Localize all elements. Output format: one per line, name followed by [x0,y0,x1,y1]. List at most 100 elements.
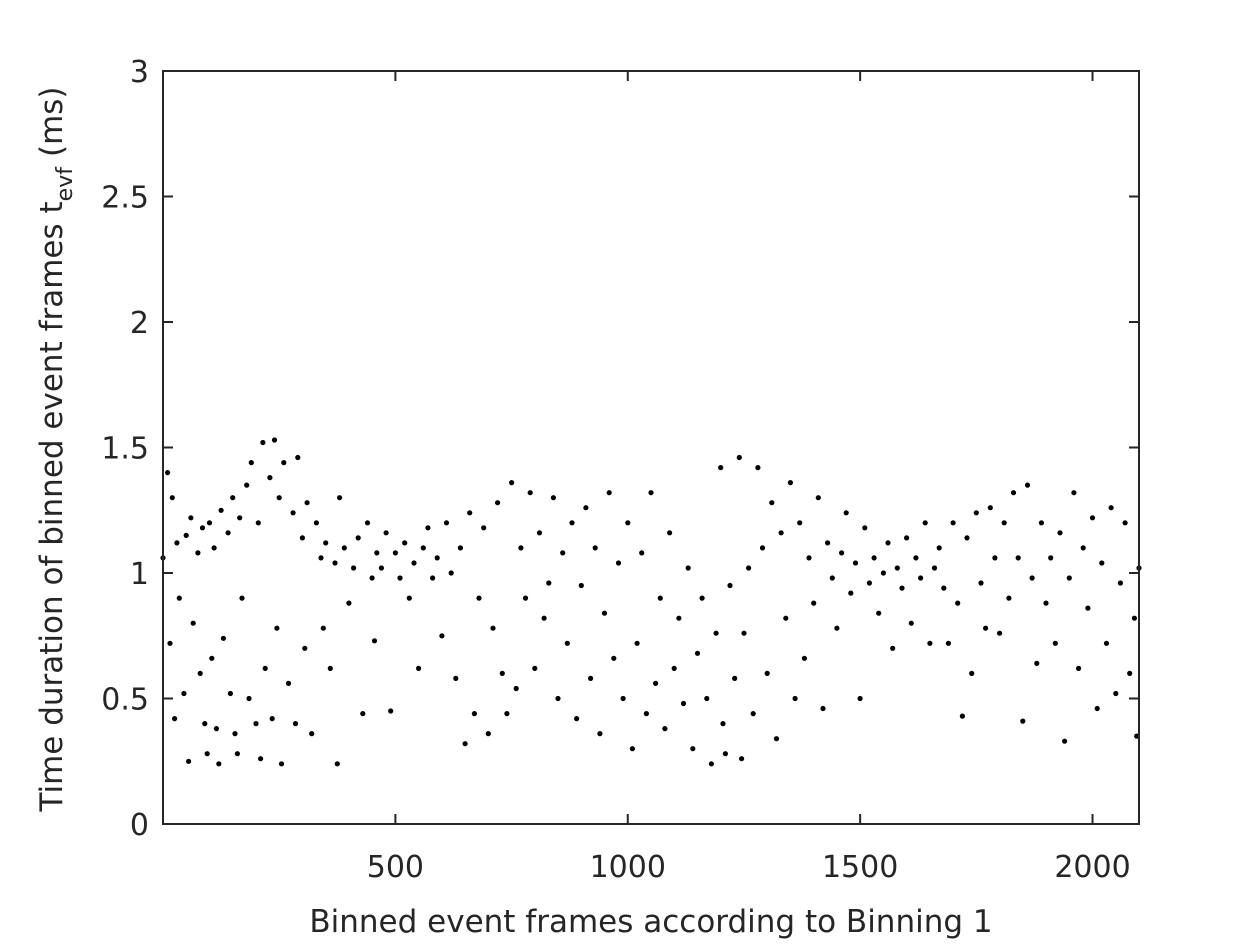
data-point [402,540,408,546]
data-point [620,695,626,702]
data-point [922,520,928,526]
data-point [941,585,947,591]
data-point [462,741,468,747]
data-point [611,655,617,661]
data-point [871,555,877,561]
data-point [1076,665,1082,672]
data-point [899,585,905,591]
data-point [334,761,340,767]
data-point [546,580,552,586]
data-point [211,545,217,551]
data-point [227,690,233,697]
data-point [369,575,375,581]
data-point [186,758,192,764]
data-point [209,655,215,661]
data-point [1094,705,1100,712]
data-point [629,746,636,752]
data-point [174,540,180,546]
data-point [685,565,691,571]
data-point [662,726,668,732]
data-point [560,550,566,556]
data-point [1127,670,1133,677]
data-point [564,640,570,646]
data-point [281,460,287,466]
data-point [518,545,524,551]
data-point [504,711,510,717]
data-point [880,570,887,576]
data-point [269,716,275,722]
data-point [987,505,993,511]
data-point [936,545,942,551]
data-point [820,705,826,712]
data-point [1020,718,1026,724]
data-point [190,620,196,626]
data-point [950,520,956,526]
data-point [541,615,547,621]
data-point [885,540,891,546]
data-point [741,630,747,636]
data-point [364,520,371,526]
data-point [848,590,854,596]
data-point [197,670,203,677]
data-point [232,731,238,737]
data-point [574,716,580,722]
data-point [806,555,812,561]
data-point [792,695,798,702]
x-tick-label: 1500 [822,850,898,885]
data-point [411,560,417,566]
data-point [318,555,324,561]
x-tick-label: 1000 [590,850,666,885]
data-point [843,510,849,516]
data-point [653,680,659,687]
data-point [1080,545,1086,551]
plot-background [163,71,1139,824]
data-point [1113,690,1119,697]
data-point [181,690,187,697]
data-point [416,665,422,672]
data-point [667,530,673,536]
data-point [876,610,882,616]
data-point [195,550,201,556]
data-point [964,535,970,541]
data-point [302,645,308,651]
data-point [704,695,710,702]
data-point [167,640,173,646]
data-point [1117,580,1123,586]
data-point [1034,660,1040,667]
data-point [959,713,966,719]
data-point [801,655,808,661]
data-point [188,515,194,521]
data-point [1122,520,1128,526]
data-point [234,751,240,757]
data-point [597,731,603,737]
data-point [927,640,933,646]
data-point [722,751,729,757]
data-point [383,530,389,536]
data-point [890,645,896,651]
data-point [309,731,315,737]
data-point [260,439,266,446]
data-point [969,670,975,677]
data-point [351,565,357,571]
data-point [773,736,780,742]
data-point [1010,490,1017,496]
x-axis-ticks: 500 1000 1500 2000 [367,71,1131,885]
data-point [1029,575,1035,581]
data-point [713,630,719,636]
data-point [239,595,245,601]
data-point [439,633,445,639]
data-point [313,520,319,526]
data-point [253,721,259,727]
y-axis-label-main: Time duration of binned event frames t [34,201,70,812]
data-point [172,716,178,722]
data-point [690,746,696,752]
data-point [736,454,742,461]
data-point [1048,555,1054,561]
data-point [490,625,496,631]
data-point [750,711,756,717]
data-point [213,726,219,732]
x-axis-label: Binned event frames according to Binning… [309,904,992,940]
data-point [434,555,440,561]
data-point [778,530,784,536]
data-point [592,545,598,551]
